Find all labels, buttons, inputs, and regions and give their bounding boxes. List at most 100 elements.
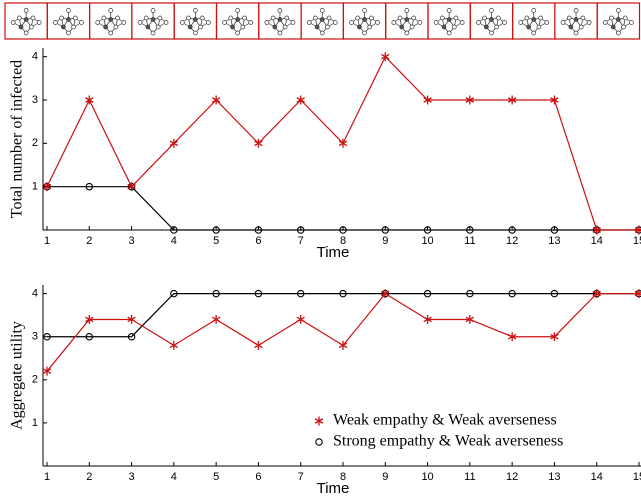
star-marker [127,314,136,324]
icon-node [602,20,608,25]
icon-node [502,20,507,25]
star-marker [465,314,475,324]
star-stroke [127,183,136,190]
icon-node [60,24,66,30]
circle-marker [43,332,51,341]
star-marker [550,332,559,342]
star-marker [465,95,475,105]
icon-node [399,24,405,30]
icon-node [391,20,397,25]
icon-node [314,24,320,30]
x-tick-label: 9 [382,471,388,483]
icon-node [349,20,354,25]
y-tick-label: 4 [32,51,38,63]
icon-node [615,17,621,22]
star-stroke [550,97,559,103]
icon-node [30,15,36,21]
star-marker [254,340,263,350]
icon-node [451,24,457,30]
x-axis-label: Time [317,480,350,497]
y-axis-label: Aggregate utility [9,321,26,430]
icon-node [536,24,542,30]
icon-node [179,20,185,25]
star-stroke [592,290,601,297]
icon-node [66,17,71,22]
icon-node [362,8,367,13]
icon-node [284,15,290,21]
star-stroke [381,290,390,297]
star-stroke [592,227,601,233]
icon-frame [596,2,641,40]
icon-node [228,15,234,21]
circle-marker [466,226,474,234]
x-tick-label: 13 [548,235,560,247]
icon-node [560,20,566,25]
icon-node [193,30,198,36]
x-tick-label: 6 [255,471,261,483]
star-stroke [381,53,390,60]
icon-node [609,15,614,21]
icon-node [150,8,156,13]
icon-node [573,17,579,22]
icon-node [79,20,84,25]
star-marker [634,289,641,299]
icon-node [72,15,78,21]
icon-node [23,17,29,22]
icon-node [332,20,338,25]
icon-node [193,17,198,22]
star-stroke [127,316,136,323]
icon-node [446,30,452,36]
star-marker [592,225,601,235]
icon-node [325,24,330,30]
star-stroke [634,228,641,233]
star-marker [550,95,559,105]
star-marker [296,95,305,105]
icon-node [397,15,403,21]
icon-node [16,15,22,21]
icon-node [573,30,579,36]
x-tick-label: 2 [86,471,92,483]
x-tick-label: 14 [591,235,603,247]
star-stroke [169,140,179,147]
x-tick-label: 15 [633,471,641,483]
star-marker [127,182,136,192]
star-marker [592,289,601,299]
icon-node [10,20,16,25]
x-tick-label: 3 [129,235,135,247]
star-marker [42,366,52,376]
icon-node [264,20,270,25]
star-marker [296,314,305,324]
x-tick-label: 10 [421,471,433,483]
circle-marker [508,226,516,234]
x-tick-label: 7 [298,235,304,247]
circle-marker [339,289,347,298]
icon-node [483,24,489,30]
star-marker [338,340,348,350]
star-marker [42,182,52,192]
icon-node [242,15,247,21]
icon-node [495,15,501,21]
icon-node [404,30,410,36]
star-marker [423,95,432,105]
x-tick-label: 9 [382,235,388,247]
y-tick-label: 2 [32,137,38,149]
x-tick-label: 15 [633,235,641,247]
x-tick-label: 8 [340,235,346,247]
series-line [47,186,639,231]
circle-marker [170,289,178,298]
icon-node [66,30,71,36]
x-tick-label: 11 [464,471,475,483]
icon-node [235,30,240,36]
icon-node [272,24,278,30]
circle-marker [212,226,220,234]
icon-node [66,8,71,13]
icon-node [531,17,537,22]
icon-node [524,15,530,21]
icon-node [206,20,211,25]
icon-node [198,24,203,30]
y-tick-label: 3 [32,94,38,106]
star-stroke [550,333,559,340]
icon-node [615,30,621,36]
x-tick-label: 11 [464,235,475,247]
